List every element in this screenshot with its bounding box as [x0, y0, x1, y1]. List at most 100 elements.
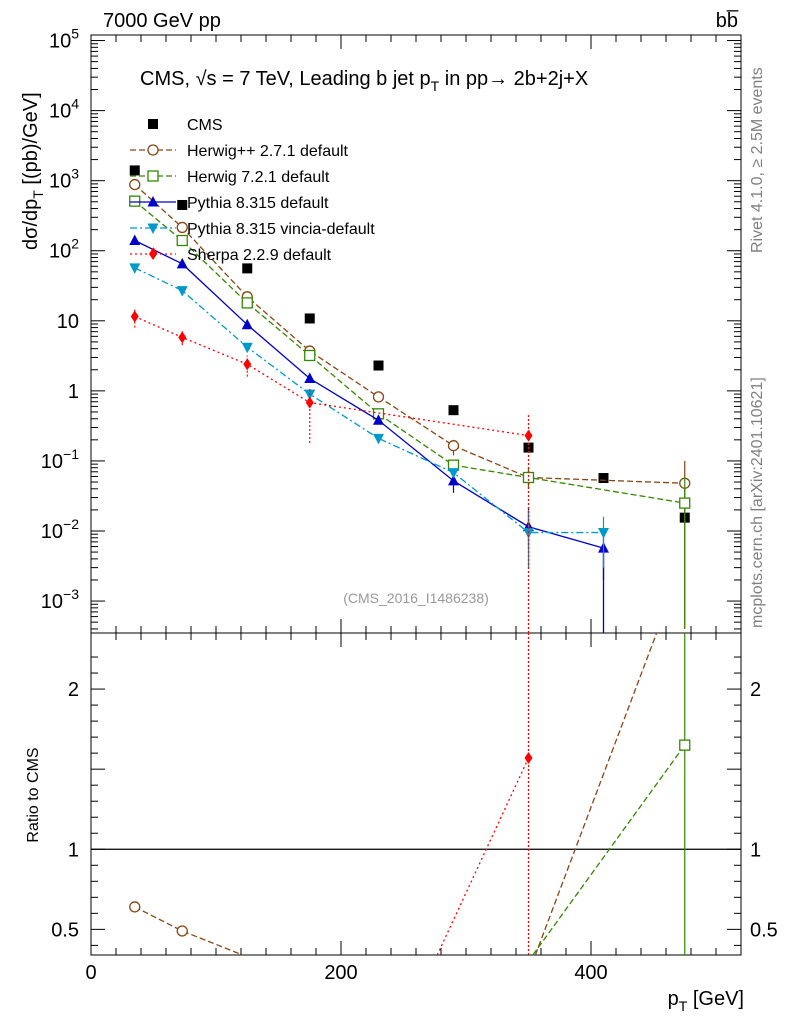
ratio-y-tick-label: 1 — [750, 839, 761, 861]
mcplots-label: mcplots.cern.ch [arXiv:2401.10621] — [749, 377, 766, 628]
y-tick-label: 10−2 — [41, 516, 79, 543]
series-line — [134, 239, 605, 633]
series-herwig-7-2-1-default — [129, 195, 691, 629]
data-point — [176, 234, 188, 247]
axis-tick-labels: 0 200 400 10−3 10−2 10−1 1 10 102 103 104 105 0.5 0.5… — [41, 26, 778, 984]
data-point — [178, 331, 187, 344]
legend-entry: CMS — [148, 117, 223, 134]
data-point — [304, 313, 315, 324]
legend-entry: Sherpa 2.2.9 default — [130, 247, 332, 264]
series-line — [134, 267, 604, 534]
y-tick-label: 103 — [49, 166, 79, 193]
data-point — [176, 257, 188, 269]
data-point — [448, 474, 459, 486]
data-point — [241, 342, 253, 354]
data-point — [241, 297, 253, 309]
ratio-y-tick-label: 2 — [68, 679, 79, 701]
data-point — [304, 372, 316, 384]
ratio-herwig-7-2-1-default — [532, 633, 691, 956]
ratio-y-tick-label: 0.5 — [750, 919, 778, 941]
ratio-sherpa-2-2-9-default — [436, 633, 533, 956]
legend-marker — [147, 170, 159, 182]
legend-label: Herwig 7.2.1 default — [187, 169, 330, 186]
ratio-line — [134, 906, 243, 956]
data-point — [130, 310, 139, 323]
legend-label: Sherpa 2.2.9 default — [187, 247, 332, 264]
data-point — [598, 528, 609, 539]
data-point — [447, 440, 460, 452]
legend-entry: Herwig++ 2.7.1 default — [130, 143, 349, 160]
data-point — [373, 414, 384, 425]
x-axis-label: pT [GeV] — [668, 988, 744, 1014]
y-tick-label: 102 — [49, 236, 79, 263]
data-point — [176, 221, 188, 234]
y-tick-label: 10−3 — [41, 586, 79, 613]
data-point — [448, 468, 459, 479]
ratio-point — [679, 739, 691, 751]
series-pythia-8-315-default — [129, 234, 609, 633]
ratio-y-axis-label: Ratio to CMS — [25, 747, 42, 842]
data-point — [522, 471, 535, 484]
data-point — [129, 178, 141, 191]
legend-label: Herwig++ 2.7.1 default — [187, 143, 349, 160]
series-line — [134, 315, 529, 437]
legend-marker — [149, 248, 157, 260]
ratio-plot-frame — [90, 632, 742, 956]
ratio-y-tick-label: 0.5 — [51, 919, 79, 941]
x-tick-label: 400 — [574, 962, 607, 984]
data-point — [373, 433, 384, 445]
ratio-line — [532, 744, 686, 956]
data-point — [372, 391, 385, 403]
legend-entry: Pythia 8.315 default — [130, 195, 329, 212]
y-tick-label: 10 — [57, 311, 79, 333]
x-tick-label: 0 — [85, 962, 96, 984]
legend-marker — [147, 196, 159, 207]
data-point — [598, 473, 609, 484]
series-line — [134, 200, 685, 504]
ratio-herwig-2-7-1-default — [129, 632, 658, 956]
ratio-point — [176, 925, 188, 937]
series-pythia-8-315-vincia-default — [129, 263, 609, 568]
data-point — [176, 286, 188, 297]
ratio-line — [436, 757, 530, 956]
ratio-curves — [91, 632, 741, 956]
energy-label: 7000 GeV pp — [103, 10, 221, 32]
data-point — [304, 349, 316, 362]
ratio-point — [524, 751, 533, 764]
y-tick-label: 10−1 — [41, 446, 79, 473]
legend-label: CMS — [187, 117, 223, 134]
ratio-y-tick-label: 2 — [750, 679, 761, 701]
y-tick-label: 105 — [49, 26, 79, 53]
y-tick-label: 104 — [49, 96, 79, 123]
legend-label: Pythia 8.315 default — [187, 195, 329, 212]
series-line — [134, 184, 685, 484]
data-point — [177, 199, 188, 210]
legend-marker — [147, 223, 159, 234]
data-point — [523, 528, 534, 539]
data-point — [241, 318, 253, 330]
legend-entry: Herwig 7.2.1 default — [130, 169, 330, 186]
legend: CMS Herwig++ 2.7.1 default Herwig 7.2.1 de… — [130, 117, 375, 264]
legend-marker — [148, 119, 158, 129]
data-point — [129, 165, 140, 176]
ratio-line — [534, 632, 658, 956]
x-tick-label: 200 — [324, 962, 357, 984]
legend-entry: Pythia 8.315 vincia-default — [130, 221, 375, 238]
data-point — [129, 263, 141, 274]
analysis-tag: (CMS_2016_I1486238) — [343, 590, 489, 606]
data-point — [129, 195, 141, 207]
data-point — [129, 234, 141, 245]
data-point — [448, 405, 459, 416]
data-point — [243, 358, 252, 371]
ratio-y-tick-label: 1 — [68, 839, 79, 861]
data-point — [305, 396, 314, 409]
legend-label: Pythia 8.315 vincia-default — [187, 221, 375, 238]
series-sherpa-2-2-9-default — [130, 247, 533, 633]
process-label: bb̅ — [716, 9, 739, 32]
data-point — [373, 360, 384, 371]
y-tick-label: 1 — [68, 381, 79, 403]
data-point — [242, 263, 253, 274]
chart-title: CMS, √s = 7 TeV, Leading b jet pT in pp→… — [140, 68, 588, 94]
series-cms — [129, 165, 690, 523]
